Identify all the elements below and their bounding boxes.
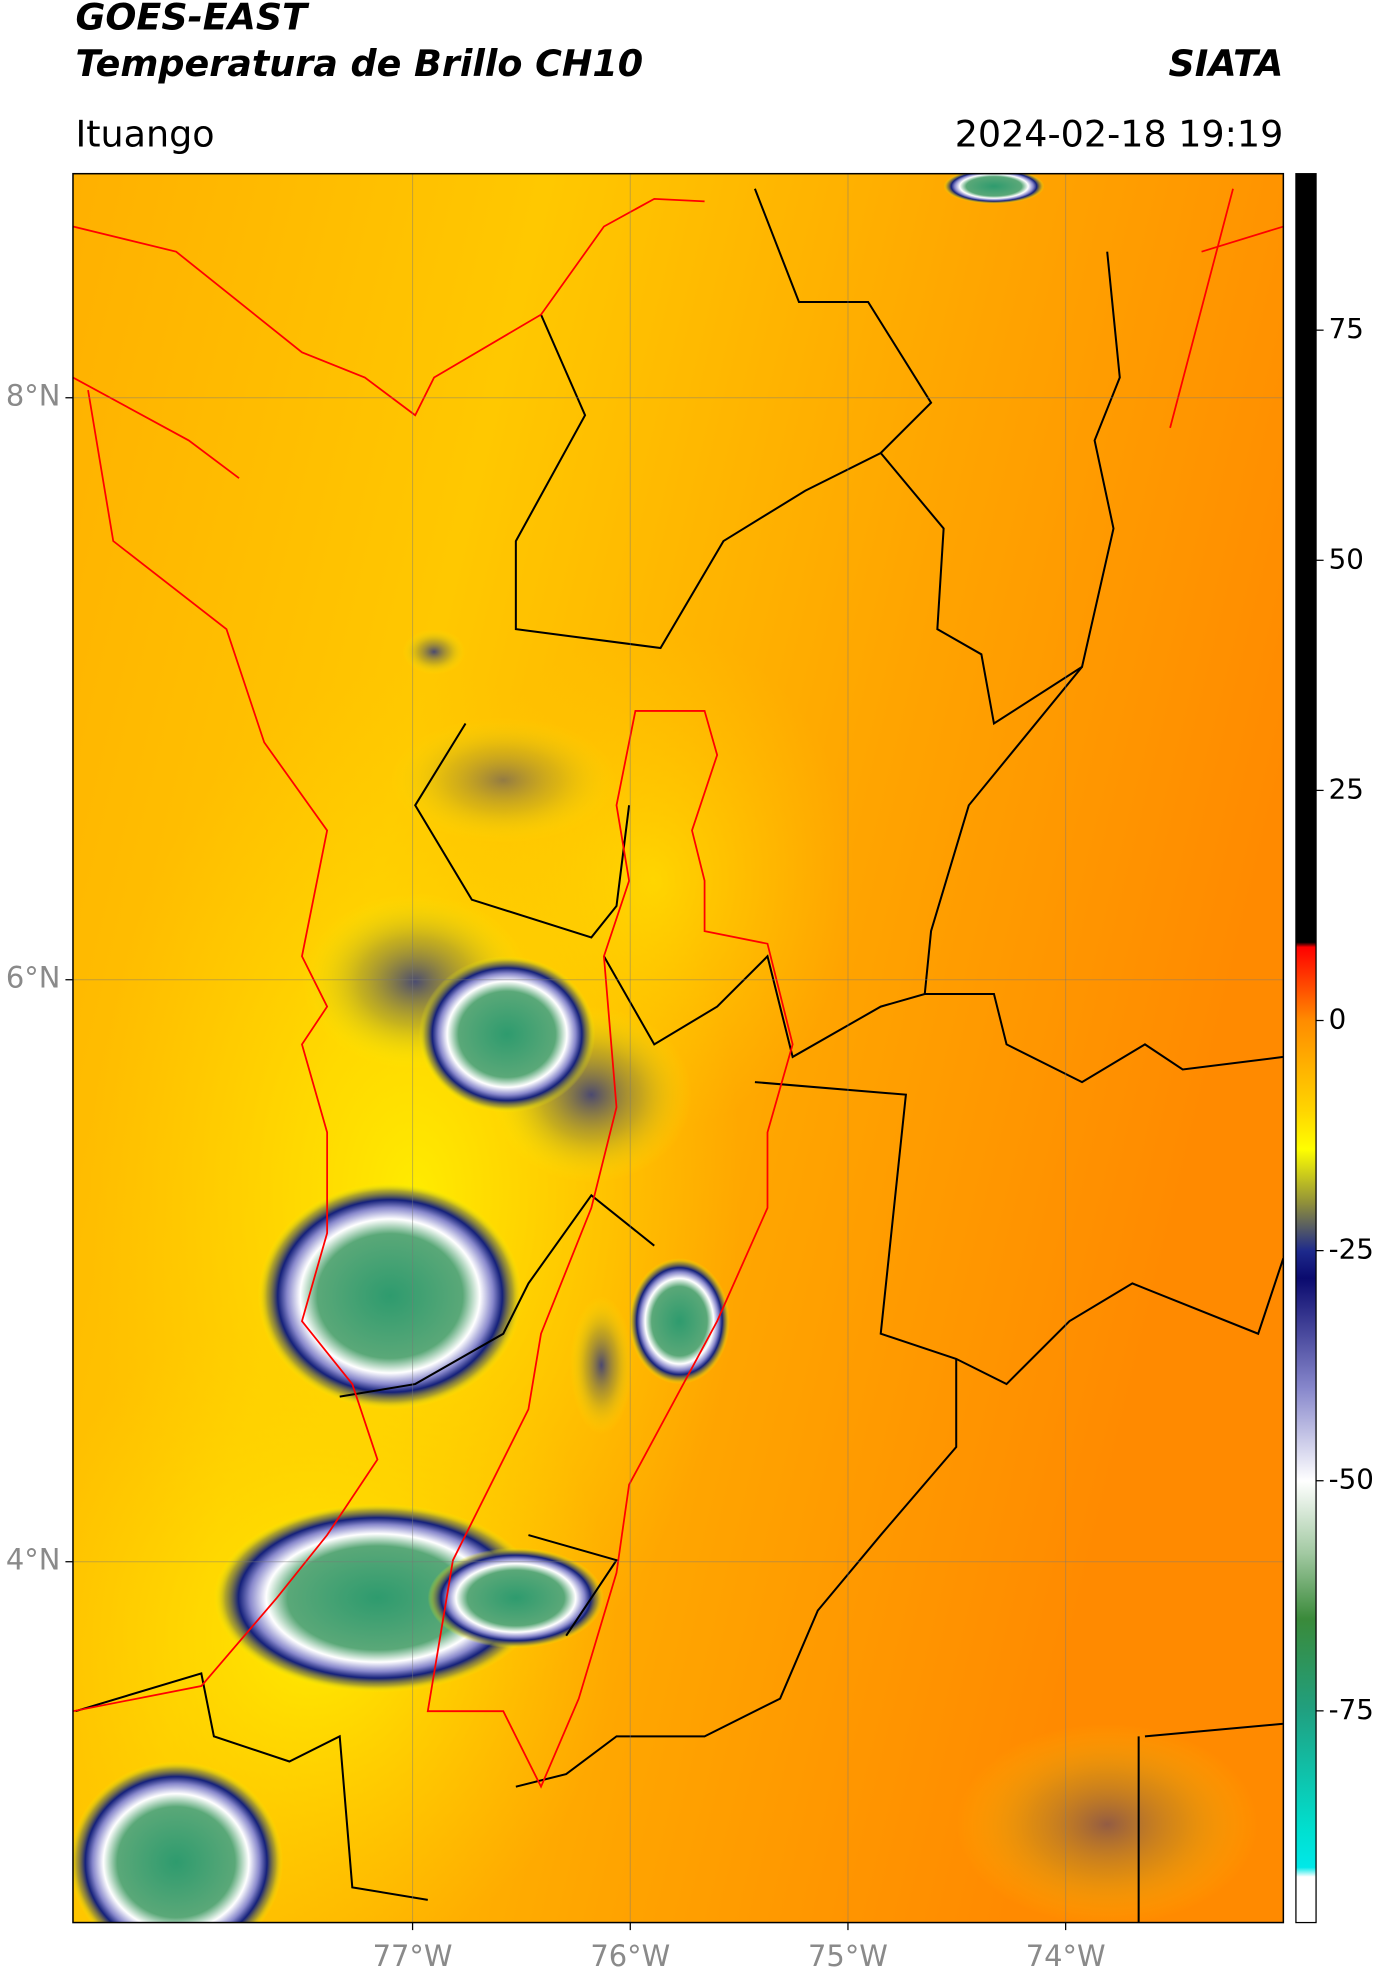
y-tick-label: 4°N bbox=[6, 1543, 61, 1577]
x-tick-label: 76°W bbox=[590, 1939, 670, 1973]
colorbar-tick-label: 0 bbox=[1329, 1003, 1347, 1036]
colorbar-segment bbox=[1295, 1149, 1317, 1205]
colorbar: 75 50 25 0 -25 -50 -75 bbox=[1295, 173, 1374, 1924]
colorbar-segment bbox=[1295, 1204, 1317, 1252]
grid bbox=[72, 173, 1284, 1923]
coastline bbox=[72, 188, 1284, 1789]
colorbar-segment bbox=[1295, 1480, 1317, 1555]
x-tick-label: 75°W bbox=[808, 1939, 888, 1973]
colorbar-segment bbox=[1295, 1876, 1317, 1923]
colorbar-segment bbox=[1295, 946, 1317, 1021]
y-tick-label: 8°N bbox=[6, 379, 61, 413]
colorbar-tick-label: -50 bbox=[1329, 1463, 1374, 1496]
colorbar-segment bbox=[1295, 1554, 1317, 1620]
colorbar-segment bbox=[1295, 1618, 1317, 1712]
x-tick-label: 74°W bbox=[1026, 1939, 1106, 1973]
colorbar-segment bbox=[1295, 173, 1317, 943]
y-tick-label: 6°N bbox=[6, 961, 61, 995]
borders bbox=[75, 188, 1284, 1923]
location: Ituango bbox=[75, 112, 214, 155]
map-frame bbox=[72, 172, 1285, 1924]
brand: SIATA bbox=[1169, 42, 1284, 85]
colorbar-segment bbox=[1295, 1830, 1317, 1868]
datetime: 2024-02-18 19:19 bbox=[955, 112, 1284, 155]
colorbar-tick-label: -25 bbox=[1329, 1233, 1374, 1266]
x-tick-label: 77°W bbox=[373, 1939, 453, 1973]
colorbar-frame bbox=[1295, 173, 1317, 1924]
colorbar-segment bbox=[1295, 1388, 1317, 1482]
colorbar-segment bbox=[1295, 942, 1317, 948]
colorbar-tick-label: 75 bbox=[1329, 312, 1364, 345]
colorbar-segment bbox=[1295, 1278, 1317, 1390]
satellite-image bbox=[72, 173, 1284, 1923]
subtitle: Temperatura de Brillo CH10 bbox=[75, 42, 643, 85]
colorbar-segment bbox=[1295, 1710, 1317, 1831]
title: GOES-EAST bbox=[75, 0, 310, 38]
colorbar-segment bbox=[1295, 1867, 1317, 1877]
colorbar-tick-label: 50 bbox=[1329, 542, 1364, 575]
colorbar-segment bbox=[1295, 1020, 1317, 1113]
colorbar-segment bbox=[1295, 1112, 1317, 1150]
colorbar-tick-label: 25 bbox=[1329, 772, 1364, 805]
colorbar-tick-label: -75 bbox=[1329, 1693, 1374, 1726]
colorbar-segment bbox=[1295, 1250, 1317, 1279]
